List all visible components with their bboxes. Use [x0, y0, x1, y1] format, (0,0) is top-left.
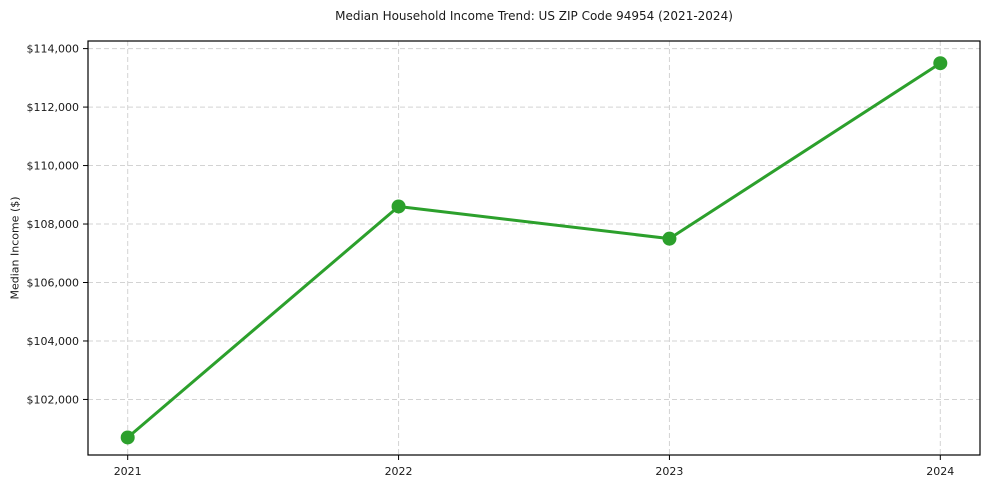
data-point: [120, 430, 135, 445]
x-tick-label: 2021: [114, 465, 142, 478]
y-tick-label: $114,000: [27, 43, 80, 56]
x-tick-label: 2022: [385, 465, 413, 478]
x-tick-label: 2024: [926, 465, 954, 478]
y-tick-label: $108,000: [27, 218, 80, 231]
y-tick-label: $112,000: [27, 101, 80, 114]
x-tick-label: 2023: [655, 465, 683, 478]
y-tick-label: $104,000: [27, 335, 80, 348]
y-tick-label: $106,000: [27, 277, 80, 290]
y-tick-label: $110,000: [27, 160, 80, 173]
trend-line: [126, 61, 942, 439]
y-tick-label: $102,000: [27, 393, 80, 406]
data-point: [933, 56, 948, 71]
chart-title: Median Household Income Trend: US ZIP Co…: [335, 9, 733, 23]
plot-border: [87, 40, 981, 456]
data-point: [662, 231, 677, 246]
data-point: [391, 199, 406, 214]
